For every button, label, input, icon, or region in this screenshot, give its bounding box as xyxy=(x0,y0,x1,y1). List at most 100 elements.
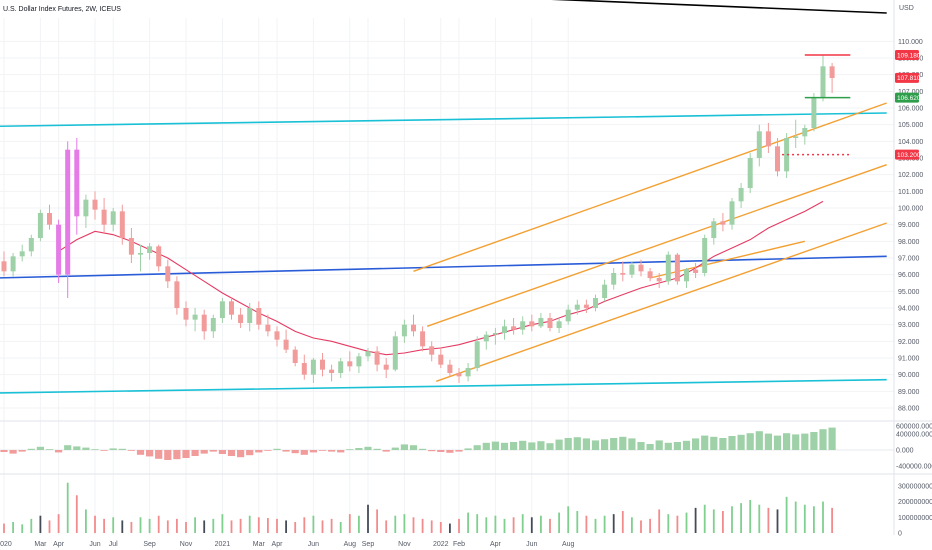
volume-bar xyxy=(48,520,51,533)
volume-bar xyxy=(430,520,433,533)
candle-body xyxy=(10,256,16,272)
volume-bar xyxy=(603,515,606,533)
candle-body xyxy=(684,269,689,282)
candle-body xyxy=(620,273,626,275)
volume-bar xyxy=(558,512,560,533)
candle-body xyxy=(174,281,180,308)
price-tags: 109.180 107.810 106.620 103.200 xyxy=(895,50,921,160)
price-tick-label: 98.000 xyxy=(898,239,920,246)
candle-body xyxy=(383,364,389,370)
oscillator-bar xyxy=(582,438,590,450)
oscillator-tick-label: 400000.000 xyxy=(896,432,932,439)
candle-body xyxy=(229,301,234,315)
candle-body xyxy=(265,324,271,332)
oscillator-bar xyxy=(136,450,145,455)
oscillator-bar xyxy=(191,450,199,456)
volume-bar xyxy=(12,522,14,533)
oscillator-bar xyxy=(491,441,499,450)
oscillator-bar xyxy=(337,450,345,453)
oscillator-bar xyxy=(146,450,154,457)
volume-bar xyxy=(758,504,761,533)
candle-body xyxy=(556,321,562,328)
volume-bar xyxy=(294,522,297,533)
oscillator-bar xyxy=(209,450,217,452)
candle-body xyxy=(829,66,835,78)
oscillator-bar xyxy=(528,442,536,450)
oscillator-bar xyxy=(701,435,709,450)
candle-body xyxy=(593,298,598,308)
time-tick-label: 2021 xyxy=(215,541,231,548)
candle-body xyxy=(392,336,398,370)
candle-body xyxy=(520,321,526,330)
time-tick-label: Sep xyxy=(143,541,156,548)
volume-tick-label: 200000000 xyxy=(898,499,932,506)
trendline xyxy=(0,378,887,394)
oscillator-bar xyxy=(737,434,745,450)
candle-body xyxy=(292,349,298,363)
time-tick-label: Jun xyxy=(89,541,100,548)
time-tick-label: Aug xyxy=(562,541,575,548)
volume-bar xyxy=(731,506,733,533)
volume-bar xyxy=(694,507,697,533)
price-tick-label: 107.000 xyxy=(898,89,923,96)
volume-bar xyxy=(567,506,570,533)
candle-body xyxy=(429,346,435,355)
candle-body xyxy=(356,356,362,367)
trendline xyxy=(0,255,887,279)
time-tick-label: Jun xyxy=(308,541,319,548)
candle-body xyxy=(74,149,80,217)
candle-body xyxy=(729,201,735,225)
oscillator-bar xyxy=(155,450,163,459)
volume-bar xyxy=(148,518,151,533)
volume-bar xyxy=(248,515,251,533)
candle-body xyxy=(274,331,280,340)
oscillator-bar xyxy=(382,450,390,452)
volume-bar xyxy=(785,496,788,533)
volume-bar xyxy=(130,522,133,533)
time-tick-label: 2020 xyxy=(0,541,12,548)
candle-body xyxy=(110,211,116,225)
candle-body xyxy=(502,326,507,333)
volume-bar xyxy=(321,520,324,533)
candle-body xyxy=(784,138,790,172)
volume-tick-label: 0 xyxy=(898,531,902,538)
volume-bar xyxy=(212,518,215,533)
price-tick-label: 101.000 xyxy=(898,189,923,196)
candle-body xyxy=(192,314,198,320)
oscillator-bar xyxy=(9,450,17,454)
volume-bar xyxy=(367,504,369,533)
volume-bar xyxy=(813,506,815,533)
candle-body xyxy=(483,334,489,342)
volume-bar xyxy=(585,515,588,533)
volume-bar xyxy=(412,517,415,533)
volume-bar xyxy=(458,518,460,533)
candle-body xyxy=(101,209,107,225)
price-tick-label: 104.000 xyxy=(898,139,923,146)
volume-bar xyxy=(57,514,60,533)
candle-body xyxy=(647,271,653,278)
price-tick-label: 97.000 xyxy=(898,256,920,263)
candle-body xyxy=(611,273,617,285)
trendline xyxy=(426,164,887,327)
price-tick-label: 106.000 xyxy=(898,106,923,113)
oscillator-bar xyxy=(182,450,190,458)
candle-body xyxy=(411,324,416,332)
price-tick-label: 91.000 xyxy=(898,356,920,363)
volume-bar xyxy=(312,515,315,533)
candle-body xyxy=(538,318,544,327)
oscillator-bar xyxy=(646,444,654,450)
volume-bar xyxy=(166,520,169,533)
volume-bar xyxy=(676,515,679,533)
candle-body xyxy=(310,359,316,375)
candle-body xyxy=(629,264,635,275)
oscillator-bar xyxy=(783,433,791,450)
candle-body xyxy=(374,351,380,365)
volume-bar xyxy=(230,520,233,533)
price-tick-label: 92.000 xyxy=(898,339,920,346)
candle-body xyxy=(128,238,134,255)
oscillator-bar xyxy=(309,450,317,453)
oscillator-bar xyxy=(482,442,490,450)
candle-body xyxy=(720,221,726,225)
oscillator-bar xyxy=(400,444,408,450)
oscillator-bar xyxy=(519,440,527,450)
